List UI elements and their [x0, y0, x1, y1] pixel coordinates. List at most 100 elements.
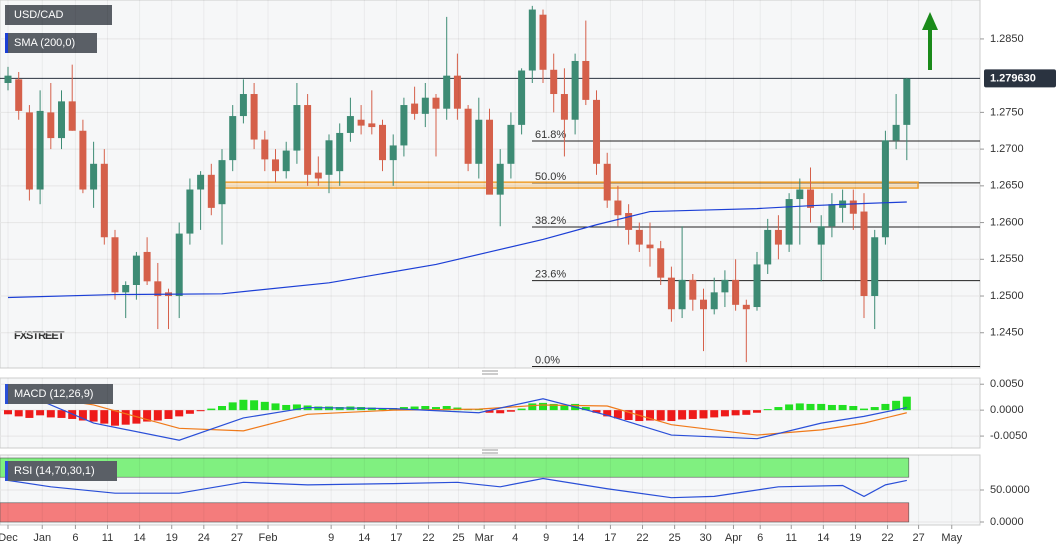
candle-body — [111, 237, 119, 293]
candle-body — [282, 150, 290, 172]
sma-line — [7, 201, 907, 299]
x-tick-label: 11 — [786, 532, 797, 544]
title-label: RSI (14,70,30,1) — [14, 465, 95, 477]
histogram-bar — [89, 410, 98, 422]
histogram-bar — [335, 407, 344, 411]
histogram-bar — [870, 407, 879, 411]
candle-body — [379, 124, 387, 161]
candle-body — [4, 75, 12, 84]
candle-body — [304, 105, 312, 175]
y-tick-label: 1.2450 — [990, 327, 1024, 339]
histogram-bar — [485, 410, 494, 413]
candle-body — [571, 60, 579, 120]
histogram-bar — [806, 403, 815, 411]
histogram-bar — [517, 408, 526, 411]
candle-body — [197, 174, 205, 190]
histogram-bar — [902, 396, 911, 411]
candle-body — [721, 279, 729, 293]
y-tick-label: -0.0050 — [990, 430, 1027, 442]
candle-body — [239, 94, 247, 117]
candle-body — [250, 94, 258, 140]
rsi-band — [0, 457, 910, 478]
histogram-bar — [742, 410, 751, 415]
histogram-bar — [14, 410, 23, 417]
candle-body — [742, 304, 750, 310]
candle-body — [79, 130, 87, 190]
title-label: SMA (200,0) — [14, 37, 75, 49]
x-tick-label: 25 — [452, 532, 464, 544]
signal-line — [7, 391, 907, 436]
x-tick-label: 9 — [328, 532, 334, 544]
histogram-bar — [603, 410, 612, 417]
candle-body — [218, 160, 226, 205]
x-tick-label: 30 — [700, 532, 712, 544]
candle-body — [657, 248, 665, 278]
histogram-bar — [207, 408, 216, 411]
candle-body — [272, 159, 280, 172]
y-tick-label: 1.2550 — [990, 253, 1024, 265]
histogram-bar — [239, 399, 248, 411]
y-tick-label: 0.0000 — [990, 404, 1024, 416]
price-box — [984, 69, 1056, 88]
histogram-bar — [720, 410, 729, 417]
x-tick-label: Dec — [0, 532, 18, 544]
histogram-bar — [860, 408, 869, 411]
x-tick-label: Jan — [33, 532, 51, 544]
candle-body — [871, 237, 879, 297]
histogram-bar — [196, 410, 205, 412]
x-tick-label: 6 — [757, 532, 763, 544]
histogram-bar — [78, 410, 87, 421]
candle-body — [325, 140, 333, 175]
candle-body — [229, 116, 237, 161]
candle-body — [336, 132, 344, 172]
y-tick-label: 1.2850 — [990, 33, 1024, 45]
histogram-bar — [710, 410, 719, 418]
candle-body — [486, 119, 494, 195]
candle-body — [186, 189, 194, 234]
x-tick-label: May — [941, 532, 962, 544]
histogram-bar — [506, 410, 515, 412]
candle-body — [464, 108, 472, 164]
candle-body — [36, 110, 44, 190]
histogram-bar — [175, 410, 184, 417]
histogram-bar — [260, 401, 269, 411]
panel-handle[interactable] — [482, 449, 498, 454]
candle-body — [475, 119, 483, 164]
candle-body — [903, 78, 911, 125]
candle-body — [175, 233, 183, 297]
x-tick-label: 14 — [817, 532, 829, 544]
x-tick-label: 24 — [198, 532, 210, 544]
fib-label: 61.8% — [535, 129, 566, 141]
title-box — [5, 461, 117, 481]
histogram-bar — [292, 404, 301, 411]
y-tick-label: 1.2700 — [990, 143, 1024, 155]
histogram-bar — [121, 410, 130, 425]
histogram-bar — [111, 410, 120, 426]
histogram-bar — [25, 410, 34, 418]
histogram-bar — [785, 404, 794, 411]
price-label: 1.279630 — [990, 72, 1036, 84]
rsi-band — [0, 502, 910, 523]
histogram-bar — [378, 408, 387, 411]
histogram-bar — [153, 410, 162, 421]
candle-body — [411, 103, 419, 114]
panel-handle[interactable] — [482, 370, 498, 375]
histogram-bar — [656, 410, 665, 421]
x-tick-label: 27 — [231, 532, 243, 544]
y-tick-label: 1.2750 — [990, 106, 1024, 118]
fib-label: 0.0% — [535, 354, 560, 366]
fib-label: 23.6% — [535, 268, 566, 280]
candle-body — [154, 281, 162, 297]
candle-body — [368, 123, 376, 128]
candle-body — [667, 277, 675, 310]
histogram-bar — [421, 406, 430, 411]
histogram-bar — [849, 406, 858, 411]
candle-body — [764, 229, 772, 265]
x-tick-label: 19 — [166, 532, 178, 544]
candle-body — [593, 99, 601, 164]
candle-body — [132, 255, 140, 285]
candle-body — [582, 60, 590, 100]
candle-body — [560, 94, 568, 120]
y-tick-label: 1.2500 — [990, 290, 1024, 302]
x-tick-label: 22 — [636, 532, 648, 544]
